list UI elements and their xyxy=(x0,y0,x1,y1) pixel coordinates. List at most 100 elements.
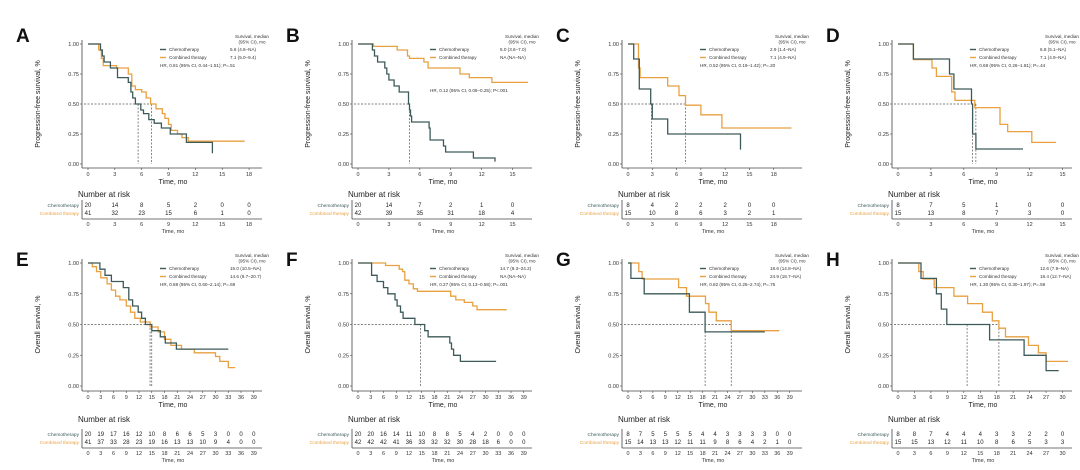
x-tick-label: 3 xyxy=(929,172,932,178)
risk-count: 3 xyxy=(726,432,730,438)
risk-count: 7 xyxy=(929,432,933,438)
risk-x-tick-label: 3 xyxy=(99,451,102,457)
x-tick-label: 21 xyxy=(444,395,450,401)
y-tick-label: 0.25 xyxy=(338,132,349,138)
legend-header: Survival, median xyxy=(235,253,269,258)
risk-x-tick-label: 9 xyxy=(946,451,949,457)
legend-header: (95% CI), mo xyxy=(778,40,806,45)
y-tick-label: 0.75 xyxy=(338,72,349,78)
risk-x-tick-label: 0 xyxy=(86,451,89,457)
risk-count: 5 xyxy=(676,432,680,438)
risk-count: 4 xyxy=(751,440,755,446)
x-tick-label: 0 xyxy=(356,395,359,401)
risk-x-tick-label: 6 xyxy=(651,451,654,457)
risk-x-tick-label: 6 xyxy=(675,222,678,228)
x-tick-label: 18 xyxy=(431,395,437,401)
risk-x-tick-label: 0 xyxy=(86,222,89,228)
risk-x-tick-label: 15 xyxy=(1059,222,1065,228)
legend-value: 12.6 (7.9–NA) xyxy=(1040,266,1069,271)
y-axis-title: Overall survival, % xyxy=(35,296,42,354)
risk-row-label: Combined therapy xyxy=(580,440,620,446)
x-tick-label: 9 xyxy=(664,395,667,401)
risk-count: 0 xyxy=(497,432,501,438)
y-tick-label: 1.00 xyxy=(68,42,79,48)
legend-value: 6.8 (5.1–NA) xyxy=(1040,47,1067,52)
legend-value: 14.7 (9.3–24.2) xyxy=(500,266,532,271)
risk-x-tick-label: 9 xyxy=(449,222,452,228)
risk-count: 8 xyxy=(626,203,630,209)
y-tick-label: 1.00 xyxy=(608,42,619,48)
legend-header: Survival, median xyxy=(1045,34,1079,39)
risk-count: 5 xyxy=(1028,440,1032,446)
x-tick-label: 21 xyxy=(1010,395,1016,401)
risk-row-label: Combined therapy xyxy=(310,211,350,217)
risk-count: 12 xyxy=(136,432,143,438)
risk-count: 15 xyxy=(895,440,902,446)
risk-count: 15 xyxy=(911,440,918,446)
legend-label: Chemotherapy xyxy=(439,47,470,52)
risk-x-tick-label: 36 xyxy=(238,451,244,457)
risk-count: 0 xyxy=(1061,211,1065,217)
risk-x-axis-title: Time, mo xyxy=(432,229,455,235)
risk-x-tick-label: 9 xyxy=(664,451,667,457)
risk-x-tick-label: 27 xyxy=(737,451,743,457)
x-tick-label: 24 xyxy=(724,395,730,401)
risk-count: 20 xyxy=(367,432,374,438)
chemotherapy-curve xyxy=(628,43,742,150)
legend-header: Survival, median xyxy=(505,253,539,258)
legend-value: 7.1 (4.9–NA) xyxy=(770,55,797,60)
y-tick-label: 0.50 xyxy=(878,102,889,108)
risk-table-title: Number at risk xyxy=(348,415,401,424)
y-axis-title: Progression-free survival, % xyxy=(305,60,312,148)
risk-count: 31 xyxy=(447,211,454,217)
risk-count: 15 xyxy=(625,440,632,446)
risk-count: 0 xyxy=(1061,203,1065,209)
chemotherapy-curve xyxy=(628,262,765,333)
hazard-ratio-text: HR, 0.81 (95% CI, 0.44–1.51); P=.51 xyxy=(160,63,236,68)
combined-therapy-curve xyxy=(358,262,507,311)
panel-c: C Progression-free survival, % 0.00 0.25 0.5… xyxy=(556,26,809,235)
risk-count: 2 xyxy=(675,203,679,209)
risk-count: 15 xyxy=(895,211,902,217)
chemotherapy-curve xyxy=(88,43,214,154)
hazard-ratio-text: HR, 0.52 (95% CI, 0.19–1.42); P=.20 xyxy=(700,63,776,68)
risk-count: 11 xyxy=(687,440,694,446)
risk-x-tick-label: 36 xyxy=(508,451,514,457)
risk-x-tick-label: 27 xyxy=(200,451,206,457)
legend-value: 5.6 (4.6–NA) xyxy=(230,47,257,52)
risk-x-tick-label: 18 xyxy=(246,222,252,228)
legend-header: Survival, median xyxy=(775,253,809,258)
risk-count: 41 xyxy=(85,440,92,446)
risk-x-tick-label: 33 xyxy=(495,451,501,457)
panel-f: F Overall survival, % 0.00 0.25 0.50 0.75 1.00… xyxy=(286,250,539,464)
panel-letter: C xyxy=(556,26,570,47)
risk-x-tick-label: 3 xyxy=(113,222,116,228)
risk-row-label: Combined therapy xyxy=(850,211,890,217)
risk-count: 4 xyxy=(511,211,515,217)
x-axis-title: Time, mo xyxy=(699,179,728,186)
risk-count: 8 xyxy=(675,211,679,217)
y-tick-label: 0.25 xyxy=(608,132,619,138)
legend-label: Chemotherapy xyxy=(169,266,200,271)
risk-count: 20 xyxy=(355,432,362,438)
risk-row-label: Chemotherapy xyxy=(858,432,890,438)
risk-table-title: Number at risk xyxy=(78,415,131,424)
risk-x-tick-label: 30 xyxy=(482,451,488,457)
risk-row-label: Combined therapy xyxy=(40,211,80,217)
x-tick-label: 33 xyxy=(225,395,231,401)
x-tick-label: 27 xyxy=(1043,395,1049,401)
x-axis-title: Time, mo xyxy=(969,402,998,409)
y-axis-title: Overall survival, % xyxy=(305,296,312,354)
legend-label: Combined therapy xyxy=(979,55,1017,60)
risk-x-tick-label: 0 xyxy=(626,222,629,228)
hazard-ratio-text: HR, 0.68 (95% CI, 0.26–1.81); P=.44 xyxy=(970,63,1046,68)
risk-row-label: Chemotherapy xyxy=(48,432,80,438)
risk-count: 8 xyxy=(896,203,900,209)
chemotherapy-curve xyxy=(898,43,1023,150)
panel-letter: H xyxy=(826,250,840,271)
risk-x-tick-label: 0 xyxy=(626,451,629,457)
risk-count: 6 xyxy=(194,211,198,217)
panel-letter: D xyxy=(826,26,840,47)
x-tick-label: 6 xyxy=(929,395,932,401)
risk-table-title: Number at risk xyxy=(618,415,671,424)
